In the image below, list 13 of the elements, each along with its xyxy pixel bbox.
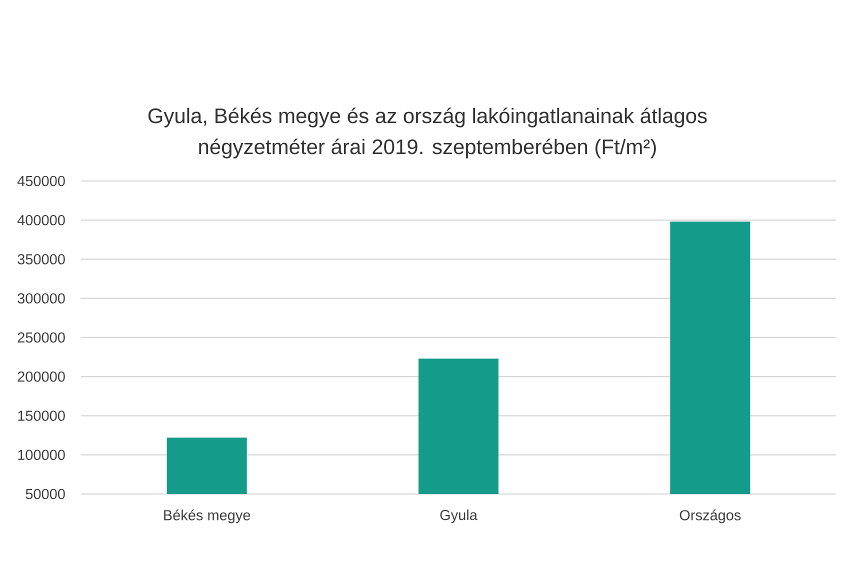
- y-tick-label: 250000: [18, 332, 65, 343]
- y-tick-label: 350000: [18, 254, 65, 264]
- chart-title: Gyula, Békés megye és az ország lakóingatlanainak átlagos négyzetméter árai 2019. szeptemberében (Ft/m²): [148, 108, 707, 158]
- y-tick-label: 300000: [18, 293, 65, 304]
- y-tick-label: 400000: [17, 214, 65, 226]
- x-tick-label: Békés megye: [164, 510, 250, 524]
- x-tick-label: Országos: [680, 510, 741, 524]
- y-tick-label: 100000: [18, 450, 65, 460]
- y-tick-label: 50000: [26, 488, 65, 500]
- y-tick-label: 150000: [18, 410, 65, 421]
- y-tick-label: 200000: [18, 371, 65, 382]
- y-tick-label: 450000: [17, 176, 65, 186]
- x-tick-label: Gyula: [440, 510, 478, 524]
